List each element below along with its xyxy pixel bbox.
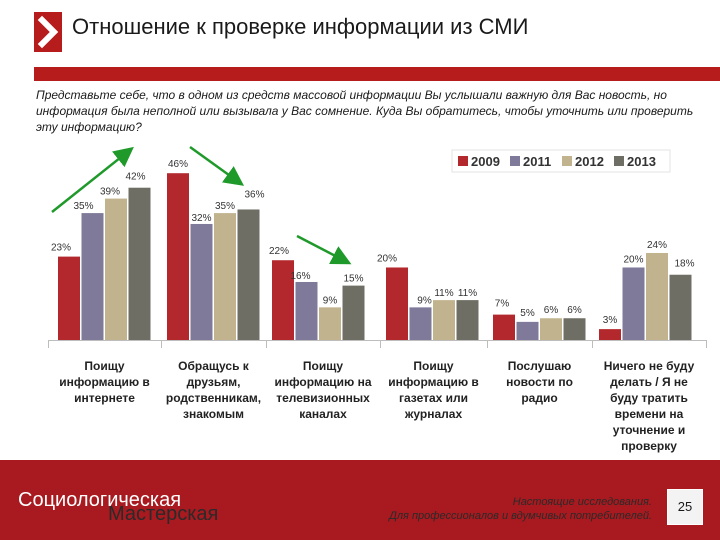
data-label: 9% [417, 295, 432, 306]
category-label: информацию в [59, 375, 150, 389]
category-label: уточнение и [613, 423, 685, 437]
trend-arrow [296, 234, 352, 265]
bar-2011-5 [516, 321, 539, 340]
bar-2011-6 [622, 267, 645, 340]
trend-arrow [51, 146, 134, 213]
bar-2013-3 [342, 285, 365, 340]
bar-2013-4 [456, 300, 479, 340]
data-label: 5% [520, 308, 535, 319]
data-label: 6% [544, 305, 559, 316]
legend-swatch-2011 [510, 156, 520, 166]
category-label: знакомым [183, 407, 244, 421]
category-label: новости по [506, 375, 573, 389]
category-label: информацию в [388, 375, 479, 389]
legend-frame [451, 149, 671, 173]
legend-label-2013: 2013 [627, 154, 656, 169]
title-divider [34, 67, 720, 81]
data-label: 35% [73, 201, 93, 212]
slogan-line2: Для профессионалов и вдумчивых потребите… [389, 510, 652, 522]
data-label: 20% [377, 253, 397, 264]
data-label: 32% [191, 213, 211, 224]
category-label: журналах [404, 407, 463, 421]
bar-2009-4 [386, 267, 408, 340]
legend-label-2011: 2011 [523, 154, 551, 169]
category-label: информацию на [274, 375, 371, 389]
bar-2009-6 [599, 329, 621, 340]
bar-2013-1 [128, 187, 151, 340]
bar-chart: 23% 46% 22% 20% 7% 3% 35% 32% 16% 9% 5% 20% 39% 35% 9%… [48, 145, 707, 453]
bar-2013-2 [237, 209, 260, 340]
bar-2013-5 [563, 318, 586, 340]
bar-2009-3 [272, 260, 294, 340]
data-label: 22% [269, 246, 289, 257]
bar-2012-2 [214, 213, 236, 340]
bar-2011-1 [81, 213, 104, 340]
data-label: 36% [244, 189, 264, 200]
bar-2012-6 [646, 252, 668, 340]
category-label: Поищу [303, 359, 343, 373]
category-label: Поищу [413, 359, 453, 373]
data-label: 39% [100, 187, 120, 198]
data-label: 35% [215, 201, 235, 212]
data-label: 46% [168, 159, 188, 170]
bar-2011-2 [190, 223, 213, 340]
brand-name-line1: Социологическая [18, 489, 182, 511]
category-label: радио [521, 391, 557, 405]
category-label: проверку [621, 439, 677, 453]
bar-2012-3 [319, 307, 341, 340]
data-label: 6% [567, 305, 582, 316]
data-label: 11% [458, 288, 477, 299]
brand-name-line2: Мастерская [108, 503, 219, 525]
bar-2009-5 [493, 314, 515, 340]
data-label: 42% [125, 172, 145, 183]
category-label: каналах [299, 407, 347, 421]
category-label: Поищу [84, 359, 124, 373]
bar-2012-4 [433, 300, 455, 340]
survey-question: Представьте себе, что в одном из средств… [36, 88, 694, 134]
category-label: газетах или [399, 391, 468, 405]
bar-2011-3 [295, 281, 318, 340]
bar-2012-1 [105, 198, 127, 340]
slogan-line1: Настоящие исследования. [512, 496, 652, 508]
category-label: Обращусь к [178, 359, 250, 373]
legend-label-2009: 2009 [471, 154, 500, 169]
data-label: 15% [343, 274, 363, 285]
category-label: делать / Я не [610, 375, 688, 389]
legend-swatch-2013 [614, 156, 624, 166]
data-label: 9% [323, 295, 338, 306]
logo-chevron-icon [34, 12, 62, 52]
category-label: буду тратить [610, 391, 688, 405]
category-label: родственникам, [166, 391, 261, 405]
legend-label-2012: 2012 [575, 154, 604, 169]
bar-2009-2 [167, 173, 189, 340]
data-label: 7% [495, 299, 510, 310]
page-title: Отношение к проверке информации из СМИ [72, 14, 529, 39]
category-label: Ничего не буду [604, 359, 695, 373]
category-label: времени на [615, 407, 684, 421]
data-label: 3% [603, 315, 618, 326]
data-label: 24% [647, 240, 667, 251]
bar-2011-4 [409, 307, 432, 340]
legend-swatch-2009 [458, 156, 468, 166]
bar-2013-6 [669, 274, 692, 340]
data-label: 23% [51, 243, 71, 254]
bar-2009-1 [58, 256, 80, 340]
category-label: телевизионных [276, 391, 370, 405]
legend-swatch-2012 [562, 156, 572, 166]
category-label: друзьям, [187, 375, 241, 389]
data-label: 20% [623, 254, 643, 265]
trend-arrow [189, 145, 245, 186]
category-label: Послушаю [508, 359, 572, 373]
data-label: 11% [434, 288, 453, 299]
data-label: 16% [290, 271, 310, 282]
data-label: 18% [674, 259, 694, 270]
bar-2012-5 [540, 318, 562, 340]
footer-bar [0, 460, 720, 540]
page-number: 25 [667, 489, 703, 525]
category-label: интернете [74, 391, 135, 405]
